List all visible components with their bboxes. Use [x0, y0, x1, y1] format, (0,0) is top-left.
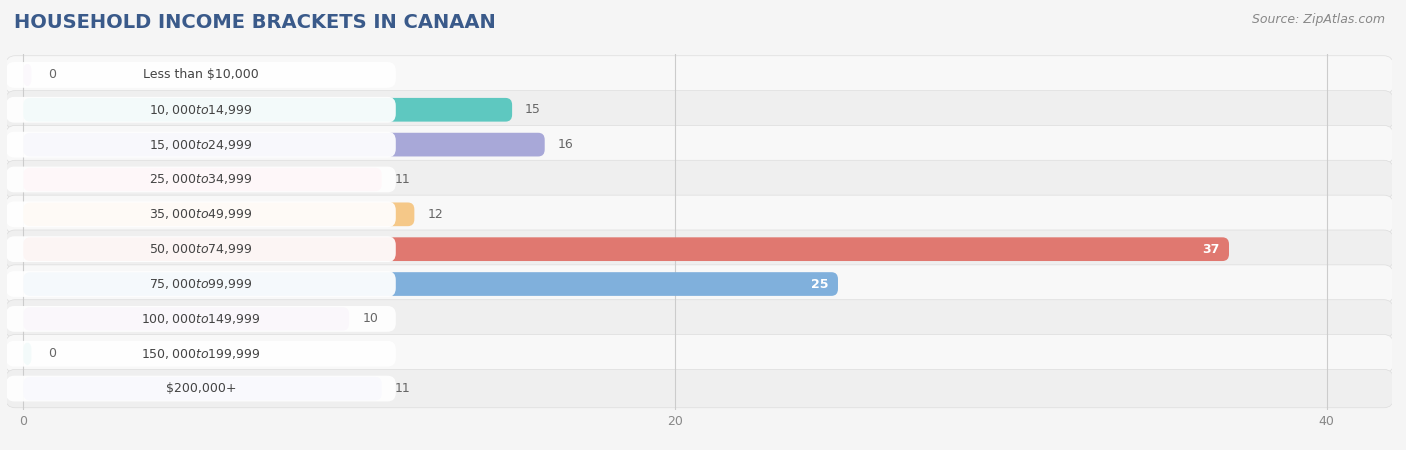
FancyBboxPatch shape	[24, 307, 349, 331]
Text: $100,000 to $149,999: $100,000 to $149,999	[141, 312, 260, 326]
Text: 0: 0	[48, 68, 56, 81]
Text: 12: 12	[427, 208, 443, 221]
Text: $150,000 to $199,999: $150,000 to $199,999	[141, 347, 260, 361]
FancyBboxPatch shape	[24, 63, 31, 87]
Text: 25: 25	[811, 278, 828, 291]
Text: $10,000 to $14,999: $10,000 to $14,999	[149, 103, 253, 117]
FancyBboxPatch shape	[6, 341, 395, 367]
Text: Less than $10,000: Less than $10,000	[143, 68, 259, 81]
FancyBboxPatch shape	[24, 167, 382, 191]
FancyBboxPatch shape	[6, 376, 395, 401]
FancyBboxPatch shape	[24, 342, 31, 365]
FancyBboxPatch shape	[6, 56, 1393, 94]
FancyBboxPatch shape	[6, 271, 395, 297]
Text: $35,000 to $49,999: $35,000 to $49,999	[149, 207, 253, 221]
Text: 15: 15	[526, 103, 541, 116]
Text: 11: 11	[395, 173, 411, 186]
Text: $25,000 to $34,999: $25,000 to $34,999	[149, 172, 253, 186]
FancyBboxPatch shape	[6, 62, 395, 88]
FancyBboxPatch shape	[6, 132, 395, 158]
FancyBboxPatch shape	[6, 265, 1393, 303]
FancyBboxPatch shape	[24, 133, 544, 157]
Text: $200,000+: $200,000+	[166, 382, 236, 395]
FancyBboxPatch shape	[6, 369, 1393, 408]
FancyBboxPatch shape	[6, 300, 1393, 338]
FancyBboxPatch shape	[6, 90, 1393, 129]
FancyBboxPatch shape	[6, 126, 1393, 164]
FancyBboxPatch shape	[6, 166, 395, 192]
Text: 37: 37	[1202, 243, 1219, 256]
FancyBboxPatch shape	[6, 334, 1393, 373]
FancyBboxPatch shape	[6, 97, 395, 123]
FancyBboxPatch shape	[6, 230, 1393, 268]
Text: 16: 16	[558, 138, 574, 151]
Text: 0: 0	[48, 347, 56, 360]
Text: $75,000 to $99,999: $75,000 to $99,999	[149, 277, 253, 291]
FancyBboxPatch shape	[24, 272, 838, 296]
FancyBboxPatch shape	[6, 306, 395, 332]
FancyBboxPatch shape	[6, 202, 395, 227]
FancyBboxPatch shape	[24, 237, 1229, 261]
FancyBboxPatch shape	[24, 377, 382, 400]
FancyBboxPatch shape	[6, 195, 1393, 234]
FancyBboxPatch shape	[24, 202, 415, 226]
Text: $50,000 to $74,999: $50,000 to $74,999	[149, 242, 253, 256]
Text: HOUSEHOLD INCOME BRACKETS IN CANAAN: HOUSEHOLD INCOME BRACKETS IN CANAAN	[14, 14, 496, 32]
Text: $15,000 to $24,999: $15,000 to $24,999	[149, 138, 253, 152]
Text: 10: 10	[363, 312, 378, 325]
Text: Source: ZipAtlas.com: Source: ZipAtlas.com	[1251, 14, 1385, 27]
FancyBboxPatch shape	[6, 236, 395, 262]
Text: 11: 11	[395, 382, 411, 395]
FancyBboxPatch shape	[6, 160, 1393, 198]
FancyBboxPatch shape	[24, 98, 512, 122]
